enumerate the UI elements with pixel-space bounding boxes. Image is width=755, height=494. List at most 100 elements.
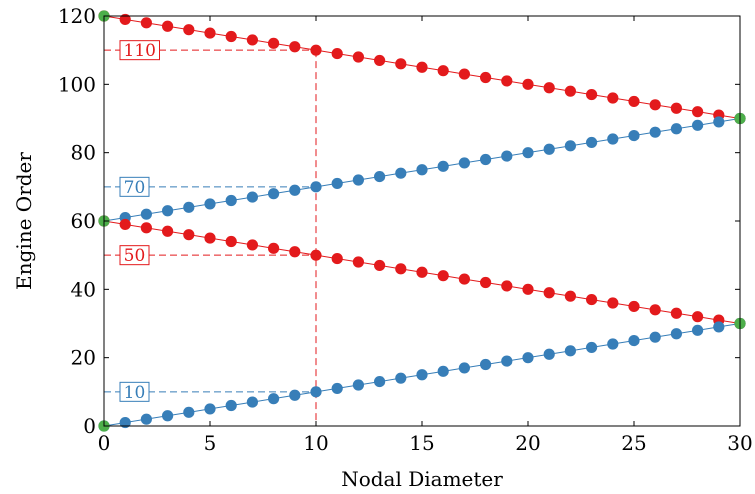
data-point <box>628 95 640 108</box>
data-point <box>586 88 598 101</box>
data-point <box>246 34 258 46</box>
data-point <box>352 256 364 268</box>
axis-ticks: 0 5 10 15 20 25 30 0 20 40 60 80 100 120 <box>58 4 753 455</box>
data-point <box>522 283 534 295</box>
data-point <box>246 239 258 251</box>
data-point <box>607 92 619 104</box>
annotation-box <box>119 40 160 61</box>
data-point <box>543 348 555 360</box>
data-point <box>586 293 598 306</box>
annotation-label: 110 <box>124 41 156 61</box>
annotation-label: 70 <box>124 178 146 198</box>
data-point <box>310 249 322 261</box>
data-point <box>331 47 343 60</box>
data-point <box>119 13 131 26</box>
annotation-box <box>119 245 150 266</box>
data-point <box>119 416 131 429</box>
data-point <box>607 133 619 145</box>
data-point <box>225 399 237 412</box>
data-point <box>352 51 364 63</box>
y-axis-title: Engine Order <box>12 152 36 290</box>
data-point <box>268 393 280 405</box>
data-point <box>692 311 704 323</box>
x-tick-label: 15 <box>409 431 434 455</box>
data-point <box>437 65 449 77</box>
data-point <box>670 123 683 135</box>
data-point <box>352 379 364 391</box>
x-axis-title: Nodal Diameter <box>341 467 503 491</box>
data-point <box>416 266 428 278</box>
data-point <box>140 208 152 220</box>
x-tick-label: 30 <box>727 431 752 455</box>
data-point <box>374 375 386 388</box>
data-point <box>564 345 577 357</box>
data-point <box>374 54 386 67</box>
data-point <box>586 136 598 149</box>
data-point <box>501 280 513 292</box>
data-point <box>501 75 513 87</box>
x-tick-label: 10 <box>303 431 328 455</box>
data-point <box>183 229 195 241</box>
data-points <box>98 10 746 432</box>
data-point <box>437 365 449 377</box>
y-tick-label: 100 <box>58 72 96 96</box>
data-point <box>692 119 704 131</box>
data-point <box>204 232 216 244</box>
data-point <box>204 27 216 39</box>
x-tick-label: 20 <box>515 431 540 455</box>
data-point <box>480 71 492 84</box>
data-point <box>225 235 237 248</box>
data-point <box>692 324 704 336</box>
data-point <box>331 252 343 265</box>
data-point <box>140 17 152 29</box>
data-point <box>395 263 407 275</box>
annotation-box <box>119 381 150 402</box>
data-point <box>374 259 386 272</box>
data-point <box>416 164 428 176</box>
data-point <box>522 352 534 364</box>
data-point <box>586 341 598 354</box>
data-point <box>480 358 492 371</box>
data-point <box>607 338 619 350</box>
x-tick-label: 5 <box>204 431 217 455</box>
data-point <box>480 153 492 166</box>
data-point <box>501 150 513 162</box>
data-point <box>628 334 640 347</box>
y-tick-label: 20 <box>71 346 96 370</box>
x-tick-label: 0 <box>98 431 111 455</box>
data-point <box>692 106 704 118</box>
data-point <box>649 304 661 316</box>
data-point <box>607 297 619 309</box>
data-point <box>628 129 640 142</box>
data-point <box>289 41 301 53</box>
data-point <box>501 355 513 367</box>
data-point <box>140 222 152 234</box>
data-point <box>204 198 216 210</box>
data-point <box>564 290 577 302</box>
y-tick-label: 0 <box>83 414 96 438</box>
data-point <box>310 386 322 398</box>
data-point <box>162 20 174 32</box>
data-point <box>289 246 301 258</box>
data-point <box>437 270 449 282</box>
data-point <box>331 382 343 395</box>
annotation-label: 10 <box>124 383 146 403</box>
data-point <box>183 201 195 213</box>
data-point <box>395 58 407 70</box>
data-point <box>416 61 428 73</box>
data-point <box>416 369 428 381</box>
data-point <box>162 410 174 422</box>
data-point <box>543 143 555 155</box>
data-point <box>204 403 216 415</box>
data-point <box>140 413 152 425</box>
y-tick-label: 120 <box>58 4 96 28</box>
data-point <box>246 191 258 203</box>
data-point <box>310 44 322 56</box>
x-tick-label: 25 <box>621 431 646 455</box>
data-point <box>649 126 661 138</box>
data-point <box>352 174 364 186</box>
data-point <box>331 177 343 190</box>
data-point <box>268 37 280 49</box>
data-point <box>374 170 386 183</box>
